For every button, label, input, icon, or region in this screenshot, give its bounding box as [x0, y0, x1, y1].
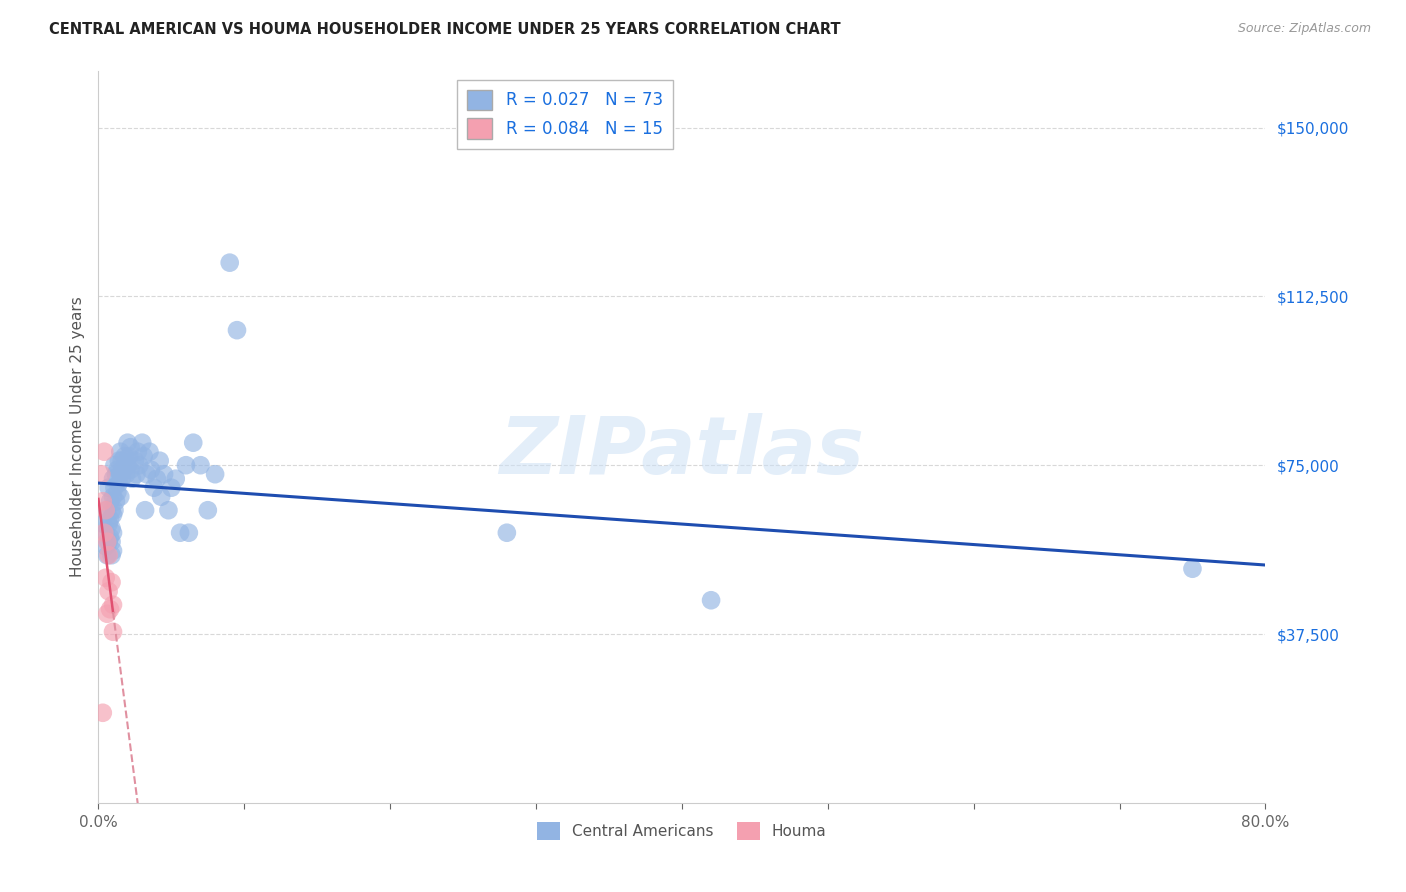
Point	[142, 481, 165, 495]
Point	[101, 624, 124, 639]
Point	[97, 548, 120, 562]
Point	[204, 467, 226, 482]
Point	[91, 706, 114, 720]
Point	[94, 503, 117, 517]
Point	[110, 467, 132, 482]
Point	[111, 453, 134, 467]
Point	[110, 444, 132, 458]
Point	[120, 440, 142, 454]
Point	[103, 503, 125, 517]
Point	[97, 534, 120, 549]
Point	[110, 490, 132, 504]
Point	[139, 463, 162, 477]
Point	[90, 467, 112, 482]
Point	[98, 602, 121, 616]
Legend: Central Americans, Houma: Central Americans, Houma	[531, 815, 832, 847]
Point	[94, 525, 117, 540]
Point	[177, 525, 200, 540]
Point	[190, 458, 212, 473]
Point	[121, 472, 143, 486]
Point	[117, 458, 139, 473]
Point	[138, 444, 160, 458]
Point	[98, 512, 121, 526]
Point	[124, 453, 146, 467]
Point	[135, 467, 157, 482]
Point	[93, 525, 115, 540]
Point	[150, 490, 173, 504]
Point	[149, 453, 172, 467]
Point	[117, 435, 139, 450]
Point	[700, 593, 723, 607]
Point	[100, 575, 122, 590]
Point	[91, 516, 114, 531]
Text: Source: ZipAtlas.com: Source: ZipAtlas.com	[1237, 22, 1371, 36]
Point	[101, 490, 124, 504]
Point	[94, 571, 117, 585]
Point	[197, 503, 219, 517]
Point	[496, 525, 519, 540]
Y-axis label: Householder Income Under 25 years: Householder Income Under 25 years	[69, 297, 84, 577]
Point	[101, 508, 124, 522]
Point	[218, 255, 240, 269]
Point	[118, 449, 141, 463]
Point	[160, 481, 183, 495]
Point	[101, 525, 124, 540]
Point	[98, 494, 121, 508]
Point	[112, 463, 135, 477]
Point	[108, 453, 131, 467]
Point	[101, 598, 124, 612]
Point	[146, 472, 169, 486]
Point	[97, 516, 120, 531]
Point	[128, 458, 150, 473]
Point	[100, 534, 122, 549]
Point	[127, 444, 149, 458]
Point	[96, 503, 118, 517]
Point	[100, 503, 122, 517]
Point	[96, 534, 118, 549]
Point	[101, 472, 124, 486]
Point	[174, 458, 197, 473]
Point	[108, 476, 131, 491]
Point	[105, 485, 128, 500]
Point	[101, 543, 124, 558]
Point	[226, 323, 249, 337]
Point	[98, 530, 121, 544]
Point	[94, 539, 117, 553]
Point	[97, 584, 120, 599]
Text: ZIPatlas: ZIPatlas	[499, 413, 865, 491]
Point	[104, 494, 127, 508]
Point	[1181, 562, 1204, 576]
Point	[125, 467, 148, 482]
Point	[103, 458, 125, 473]
Point	[103, 481, 125, 495]
Text: CENTRAL AMERICAN VS HOUMA HOUSEHOLDER INCOME UNDER 25 YEARS CORRELATION CHART: CENTRAL AMERICAN VS HOUMA HOUSEHOLDER IN…	[49, 22, 841, 37]
Point	[100, 548, 122, 562]
Point	[114, 449, 136, 463]
Point	[181, 435, 204, 450]
Point	[169, 525, 191, 540]
Point	[96, 607, 118, 621]
Point	[111, 472, 134, 486]
Point	[115, 467, 138, 482]
Point	[93, 444, 115, 458]
Point	[96, 548, 118, 562]
Point	[157, 503, 180, 517]
Point	[105, 463, 128, 477]
Point	[131, 435, 153, 450]
Point	[153, 467, 176, 482]
Point	[97, 481, 120, 495]
Point	[91, 494, 114, 508]
Point	[132, 449, 155, 463]
Point	[165, 472, 187, 486]
Point	[104, 467, 127, 482]
Point	[120, 463, 142, 477]
Point	[100, 521, 122, 535]
Point	[134, 503, 156, 517]
